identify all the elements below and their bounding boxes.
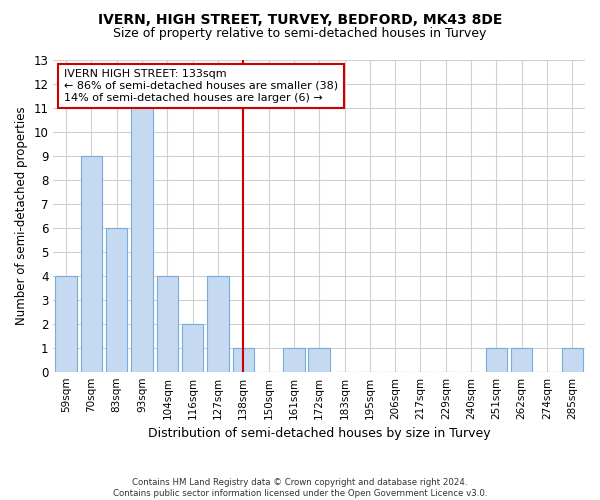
Bar <box>485 348 507 372</box>
Text: Size of property relative to semi-detached houses in Turvey: Size of property relative to semi-detach… <box>113 28 487 40</box>
Bar <box>131 108 153 372</box>
Bar <box>106 228 127 372</box>
Bar <box>55 276 77 372</box>
Bar <box>283 348 305 372</box>
Text: IVERN HIGH STREET: 133sqm
← 86% of semi-detached houses are smaller (38)
14% of : IVERN HIGH STREET: 133sqm ← 86% of semi-… <box>64 70 338 102</box>
Bar <box>511 348 532 372</box>
Bar <box>308 348 330 372</box>
Text: Contains HM Land Registry data © Crown copyright and database right 2024.
Contai: Contains HM Land Registry data © Crown c… <box>113 478 487 498</box>
Y-axis label: Number of semi-detached properties: Number of semi-detached properties <box>15 106 28 325</box>
Bar <box>233 348 254 372</box>
Text: IVERN, HIGH STREET, TURVEY, BEDFORD, MK43 8DE: IVERN, HIGH STREET, TURVEY, BEDFORD, MK4… <box>98 12 502 26</box>
Bar <box>562 348 583 372</box>
Bar <box>157 276 178 372</box>
X-axis label: Distribution of semi-detached houses by size in Turvey: Distribution of semi-detached houses by … <box>148 427 491 440</box>
Bar <box>182 324 203 372</box>
Bar <box>80 156 102 372</box>
Bar <box>207 276 229 372</box>
